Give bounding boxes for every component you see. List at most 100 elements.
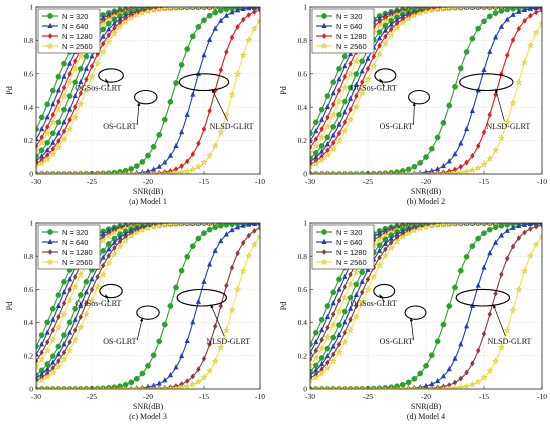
series-marker: [94, 283, 102, 290]
series-marker: [67, 329, 73, 335]
legend-swatch-marker: [47, 22, 53, 28]
series-marker: [252, 8, 257, 15]
series-marker: [347, 170, 355, 174]
series-marker: [245, 252, 253, 259]
series-marker: [116, 226, 124, 233]
series-marker: [116, 242, 124, 250]
series-marker: [150, 223, 158, 230]
series-marker: [336, 297, 342, 304]
series-marker: [240, 223, 246, 228]
series-marker: [84, 300, 89, 307]
annotation-nlsd-glrt: NLSD-GLRT: [176, 288, 250, 346]
x-tick-label: -10: [255, 177, 265, 186]
series-marker: [156, 380, 162, 386]
series-marker: [229, 226, 235, 233]
series-marker: [539, 223, 542, 229]
series-marker: [434, 7, 442, 13]
series-marker: [44, 147, 50, 153]
annotation-label: OGSos-GLRT: [75, 84, 121, 93]
y-tick-label: 0.6: [24, 69, 34, 78]
series-marker: [336, 130, 342, 137]
series-marker: [172, 7, 180, 11]
series-marker: [487, 223, 492, 227]
series-marker: [66, 319, 73, 326]
series-marker: [393, 24, 401, 32]
series-marker: [78, 90, 83, 97]
series-marker: [434, 170, 442, 174]
x-tick-label: -10: [537, 392, 547, 401]
series-marker: [138, 9, 146, 16]
series-marker: [515, 78, 523, 86]
series-marker: [167, 303, 174, 309]
legend-entry: N = 640: [336, 238, 362, 247]
series-marker: [417, 159, 424, 166]
x-tick-label: -30: [305, 177, 315, 186]
series-marker: [358, 89, 366, 97]
series-marker: [178, 61, 185, 68]
series-marker: [173, 142, 179, 148]
series-marker: [196, 140, 201, 147]
series-marker: [324, 352, 330, 359]
series-marker: [67, 60, 73, 66]
series-marker: [246, 12, 251, 18]
series-marker: [66, 346, 74, 354]
series-marker: [178, 383, 186, 389]
series-marker: [44, 329, 50, 335]
series-marker: [84, 76, 89, 83]
series-marker: [38, 114, 45, 121]
annotation-label: NLSD-GLRT: [486, 122, 530, 131]
series-marker: [394, 231, 400, 237]
series-marker: [178, 267, 185, 274]
series-marker: [428, 7, 436, 14]
series-marker: [67, 286, 72, 293]
series-marker: [88, 72, 96, 80]
series-marker: [504, 7, 511, 13]
annotation-ellipse: [455, 288, 511, 307]
legend-entry: N = 640: [62, 238, 88, 247]
series-marker: [172, 223, 180, 227]
series-marker: [257, 7, 260, 13]
series-marker: [347, 116, 355, 123]
series-marker: [71, 336, 79, 343]
series-marker: [49, 118, 57, 126]
series-marker: [522, 223, 528, 227]
series-marker: [72, 92, 78, 99]
series-marker: [89, 53, 95, 59]
series-marker: [207, 108, 212, 114]
series-marker: [510, 224, 516, 230]
series-marker: [38, 170, 46, 174]
series-marker: [206, 12, 213, 19]
series-marker: [116, 385, 124, 389]
series-marker: [50, 101, 56, 107]
series-marker: [352, 57, 360, 65]
y-tick-label: 0.4: [24, 103, 34, 112]
series-marker: [94, 385, 102, 389]
series-marker: [234, 285, 242, 293]
series-marker: [319, 336, 324, 343]
series-marker: [382, 12, 388, 18]
series-marker: [105, 232, 113, 239]
series-marker: [116, 170, 124, 174]
y-tick-label: 0.6: [298, 285, 308, 294]
series-marker: [330, 343, 336, 349]
series-marker: [335, 348, 343, 356]
series-marker: [341, 98, 348, 105]
series-marker: [161, 384, 169, 389]
series-marker: [452, 355, 458, 361]
series-marker: [162, 377, 168, 383]
series-marker: [516, 8, 522, 14]
series-marker: [155, 385, 163, 389]
series-marker: [422, 7, 430, 15]
series-marker: [481, 230, 487, 237]
legend-entry: N = 2560: [62, 42, 93, 51]
x-tick-label: -25: [87, 392, 97, 401]
legend-swatch-marker: [321, 249, 327, 255]
series-marker: [370, 62, 378, 70]
series-marker: [128, 379, 135, 386]
series-marker: [61, 289, 67, 295]
series-marker: [348, 106, 353, 113]
series-marker: [161, 321, 168, 328]
series-marker: [67, 116, 72, 123]
series-marker: [36, 363, 40, 370]
